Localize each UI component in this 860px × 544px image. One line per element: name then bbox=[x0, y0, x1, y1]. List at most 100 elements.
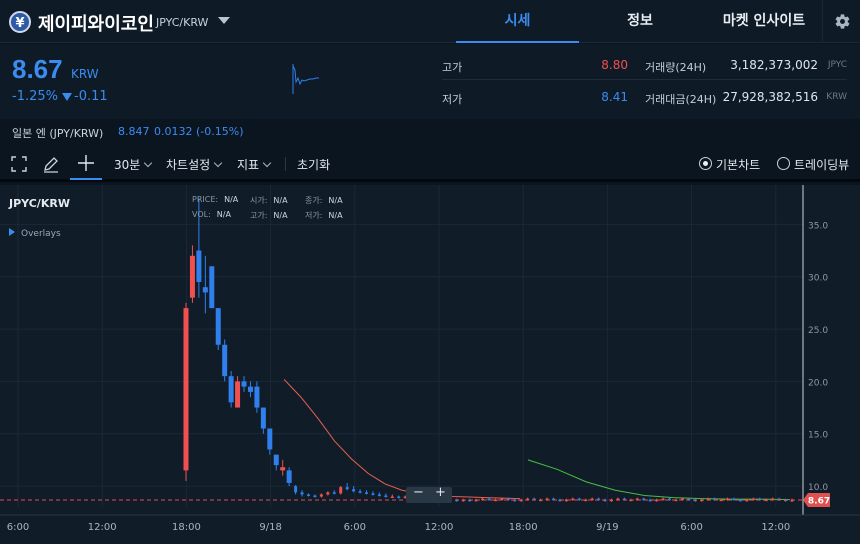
candle-body bbox=[280, 467, 286, 471]
legend-close-value: N/A bbox=[328, 196, 343, 205]
x-tick-label: 18:00 bbox=[509, 522, 538, 533]
legend-vol-value: N/A bbox=[216, 210, 231, 219]
high-value: 8.80 bbox=[601, 58, 628, 72]
candle-body bbox=[642, 498, 646, 501]
x-tick-label: 6:00 bbox=[680, 522, 702, 533]
candle-body bbox=[222, 344, 228, 377]
low-value: 8.41 bbox=[601, 90, 628, 104]
chart-settings-select[interactable]: 차트설정 bbox=[166, 156, 223, 173]
y-tick-label: 15.0 bbox=[808, 431, 828, 441]
toolbar-divider bbox=[285, 157, 286, 171]
candle-body bbox=[345, 487, 349, 490]
candle-body bbox=[487, 498, 491, 501]
stat-row-high: 고가 8.80 거래량(24H) 3,182,373,002 JPYC bbox=[442, 50, 847, 80]
candle-body bbox=[294, 486, 298, 493]
candle-body bbox=[358, 491, 362, 493]
x-tick-label: 6:00 bbox=[7, 522, 29, 533]
legend-low-label: 저가: bbox=[305, 211, 323, 220]
interval-select[interactable]: 30분 bbox=[114, 156, 153, 173]
current-price-tag bbox=[803, 492, 830, 507]
play-icon bbox=[9, 228, 15, 236]
candle-body bbox=[377, 494, 381, 496]
candle-body bbox=[584, 499, 588, 502]
candle-body bbox=[481, 498, 485, 501]
candle-body bbox=[777, 498, 781, 501]
volume-label: 거래량(24H) bbox=[645, 61, 707, 74]
candle-body bbox=[622, 498, 626, 501]
tab-price[interactable]: 시세 bbox=[456, 0, 579, 43]
zoom-out-button[interactable]: − bbox=[413, 485, 424, 500]
candle-body bbox=[247, 386, 253, 392]
zoom-in-button[interactable]: + bbox=[435, 485, 446, 500]
basic-chart-label[interactable]: 기본차트 bbox=[716, 158, 761, 172]
price-unit: KRW bbox=[71, 67, 99, 81]
chart-settings-label: 차트설정 bbox=[166, 158, 211, 172]
candle-body bbox=[597, 498, 601, 501]
reset-button[interactable]: 초기화 bbox=[297, 158, 331, 172]
change-amount: -0.11 bbox=[74, 89, 108, 104]
candle-body bbox=[706, 498, 710, 501]
radio-trading-view[interactable] bbox=[777, 157, 790, 170]
price-chart[interactable]: 6:00 12:00 18:00 9/18 6:00 12:00 18:00 9/19 6:00… bbox=[0, 185, 860, 544]
candle-body bbox=[590, 498, 594, 501]
top-bar: ¥ 제이피와이코인 JPYC/KRW 시세 정보 마켓 인사이트 bbox=[0, 0, 860, 43]
candle-body bbox=[577, 498, 581, 501]
candle-body bbox=[713, 498, 717, 501]
legend-low-value: N/A bbox=[328, 211, 343, 220]
candlestick-chart[interactable]: 6:00 12:00 18:00 9/18 6:00 12:00 18:00 9/19 6:00… bbox=[0, 185, 860, 544]
candle-body bbox=[390, 496, 394, 499]
x-tick-label: 18:00 bbox=[172, 522, 201, 533]
overlays-toggle[interactable]: Overlays bbox=[9, 228, 61, 239]
candle-body bbox=[273, 454, 279, 466]
tab-info[interactable]: 정보 bbox=[627, 13, 653, 29]
x-tick-label: 9/18 bbox=[259, 522, 281, 533]
candle-body bbox=[771, 498, 775, 501]
tab-market-insight[interactable]: 마켓 인사이트 bbox=[722, 13, 806, 29]
coin-pair[interactable]: JPYC/KRW bbox=[156, 16, 209, 29]
interval-label: 30분 bbox=[114, 158, 141, 172]
candle-body bbox=[202, 287, 208, 293]
settings-button[interactable] bbox=[822, 0, 860, 43]
coin-select-caret-icon[interactable] bbox=[218, 17, 230, 24]
radio-basic-chart[interactable] bbox=[699, 157, 712, 170]
candle-body bbox=[790, 499, 794, 502]
candle-body bbox=[500, 498, 504, 501]
candle-body bbox=[493, 499, 497, 502]
crosshair-tool[interactable] bbox=[70, 150, 102, 180]
candle-body bbox=[300, 492, 304, 495]
y-tick-label: 35.0 bbox=[808, 221, 828, 231]
candle-body bbox=[526, 498, 530, 501]
indicators-select[interactable]: 지표 bbox=[237, 156, 272, 173]
coin-name[interactable]: 제이피와이코인 bbox=[38, 14, 154, 35]
candle-body bbox=[551, 498, 555, 501]
trading-view-label[interactable]: 트레이딩뷰 bbox=[794, 158, 850, 172]
coin-logo-icon: ¥ bbox=[9, 11, 31, 33]
candle-body bbox=[326, 492, 330, 495]
high-label: 고가 bbox=[442, 61, 463, 74]
candle-body bbox=[339, 487, 343, 494]
candle-body bbox=[655, 499, 659, 502]
price-summary: 8.67 KRW -1.25% -0.11 고가 8.80 거래량(24H) 3… bbox=[0, 44, 860, 119]
candle-body bbox=[371, 493, 375, 495]
candle-body bbox=[558, 499, 562, 502]
candle-body bbox=[260, 407, 266, 429]
candle-body bbox=[189, 255, 195, 298]
candle-body bbox=[668, 498, 672, 501]
fullscreen-icon[interactable] bbox=[9, 154, 29, 174]
chevron-down-icon bbox=[213, 158, 223, 168]
candle-body bbox=[267, 428, 273, 450]
zoom-control: − + bbox=[406, 485, 452, 503]
chevron-down-icon bbox=[144, 158, 153, 168]
candle-body bbox=[196, 250, 202, 282]
chevron-down-icon bbox=[262, 158, 272, 168]
candle-body bbox=[726, 498, 730, 501]
candle-body bbox=[506, 498, 510, 501]
legend-high-label: 고가: bbox=[250, 211, 268, 220]
x-tick-label: 12:00 bbox=[425, 522, 454, 533]
down-arrow-icon bbox=[62, 93, 72, 101]
legend-open: 시가: N/A bbox=[250, 195, 288, 206]
candle-body bbox=[209, 266, 215, 309]
reference-label: 일본 엔 (JPY/KRW) bbox=[12, 127, 104, 140]
pencil-icon[interactable] bbox=[41, 154, 61, 174]
amount-label: 거래대금(24H) bbox=[645, 93, 717, 106]
